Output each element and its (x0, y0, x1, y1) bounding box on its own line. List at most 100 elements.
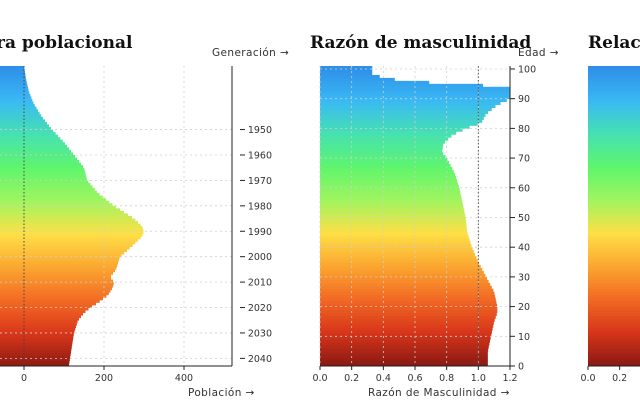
third-panel-bar (588, 354, 640, 358)
ratio-bar (320, 262, 480, 266)
ratio-bar (320, 134, 452, 138)
y-tick-label: 2030 (248, 328, 272, 339)
population-bar (0, 317, 79, 321)
third-panel-bar (588, 336, 640, 340)
third-panel-bar (588, 250, 640, 254)
x-tick-label: 200 (95, 373, 113, 384)
population-bar (0, 154, 75, 158)
ratio-bar (320, 190, 461, 195)
population-bar (0, 233, 143, 237)
population-bar (0, 279, 113, 283)
population-bar (0, 68, 25, 72)
x-tick-label: 0.6 (407, 373, 422, 384)
population-bar (0, 287, 112, 291)
third-panel-bar (588, 134, 640, 138)
x-tick-label: 0.0 (312, 373, 327, 384)
ratio-bar (320, 288, 494, 293)
ratio-bar (320, 128, 463, 132)
population-bar (0, 282, 114, 286)
ratio-bar (320, 339, 491, 343)
third-panel-bar (588, 223, 640, 227)
ratio-bar (320, 101, 501, 106)
population-bar (0, 353, 71, 357)
third-panel-bar (588, 267, 640, 272)
ratio-bar (320, 259, 478, 263)
y-tick-label: 80 (518, 124, 530, 135)
x-tick-label: 0.2 (612, 373, 627, 384)
population-bar (0, 93, 31, 97)
population-bar (0, 144, 67, 148)
population-bar (0, 325, 76, 329)
population-bar (0, 175, 87, 179)
third-panel-bar (588, 149, 640, 153)
population-bar (0, 88, 29, 92)
y-tick-label: 1990 (248, 227, 272, 238)
third-panel-bar (588, 193, 640, 198)
ratio-bar (320, 342, 490, 346)
ratio-bar (320, 155, 446, 159)
third-panel-bar (588, 196, 640, 201)
population-bar (0, 241, 136, 245)
ratio-bar (320, 77, 395, 82)
third-panel-bar (588, 273, 640, 278)
x-tick-label: 1.2 (502, 373, 517, 384)
population-bar (0, 66, 25, 69)
population-bar (0, 277, 111, 280)
third-panel-bar (588, 146, 640, 150)
population-bar (0, 76, 26, 80)
population-bar (0, 137, 61, 141)
y-tick-label: 40 (518, 243, 530, 254)
population-bar (0, 157, 77, 161)
third-panel-bar (588, 282, 640, 287)
ratio-bar (320, 119, 483, 123)
third-panel-bar (588, 306, 640, 310)
ratio-bar (320, 184, 459, 189)
third-panel-bar (588, 244, 640, 248)
y-tick-label: 90 (518, 94, 530, 105)
ratio-bar (320, 235, 469, 239)
population-bar (0, 193, 100, 197)
ratio-bar (320, 172, 456, 177)
third-panel-bar (588, 119, 640, 123)
population-bar (0, 114, 42, 118)
masculinity-ratio-panel: 0.0 0.2 0.4 0.6 0.8 1.0 1.20 10 20 30 40 50 60 70 80 90… (312, 64, 536, 384)
third-panel-bar (588, 229, 640, 233)
ratio-bar (320, 250, 474, 254)
third-panel-bar (588, 270, 640, 275)
ratio-bar (320, 104, 496, 108)
population-bar (0, 294, 107, 298)
x-tick-label: 0 (21, 373, 27, 384)
ratio-bar (320, 158, 448, 162)
ratio-bar (320, 205, 464, 209)
ratio-bar (320, 354, 488, 358)
y-tick-label: 70 (518, 154, 530, 165)
ratio-bar (320, 107, 492, 111)
ratio-bar (320, 273, 486, 278)
ratio-bar (320, 348, 489, 352)
third-panel-bar (588, 101, 640, 106)
third-panel-bar (588, 178, 640, 183)
third-panel-bar (588, 107, 640, 111)
third-panel-bar (588, 276, 640, 281)
ratio-bar (320, 229, 468, 233)
ratio-bar (320, 80, 430, 85)
panel1-x-axis-label: Población → (188, 387, 255, 399)
third-panel-bar (588, 211, 640, 215)
population-bar (0, 358, 70, 362)
ratio-bar (320, 143, 444, 147)
ratio-bar (320, 131, 457, 135)
ratio-bar (320, 265, 481, 269)
population-bar (0, 99, 33, 102)
third-panel-bar (588, 256, 640, 260)
ratio-bar (320, 125, 470, 129)
panel2-title: Razón de masculinidad (310, 33, 531, 53)
population-bar (0, 208, 120, 212)
ratio-bar (320, 318, 495, 322)
population-bar (0, 119, 45, 123)
third-panel-bar (588, 175, 640, 180)
population-bar (0, 269, 115, 273)
y-tick-label: 2010 (248, 278, 272, 289)
third-panel-bar (588, 232, 640, 236)
third-panel-bar (588, 333, 640, 337)
